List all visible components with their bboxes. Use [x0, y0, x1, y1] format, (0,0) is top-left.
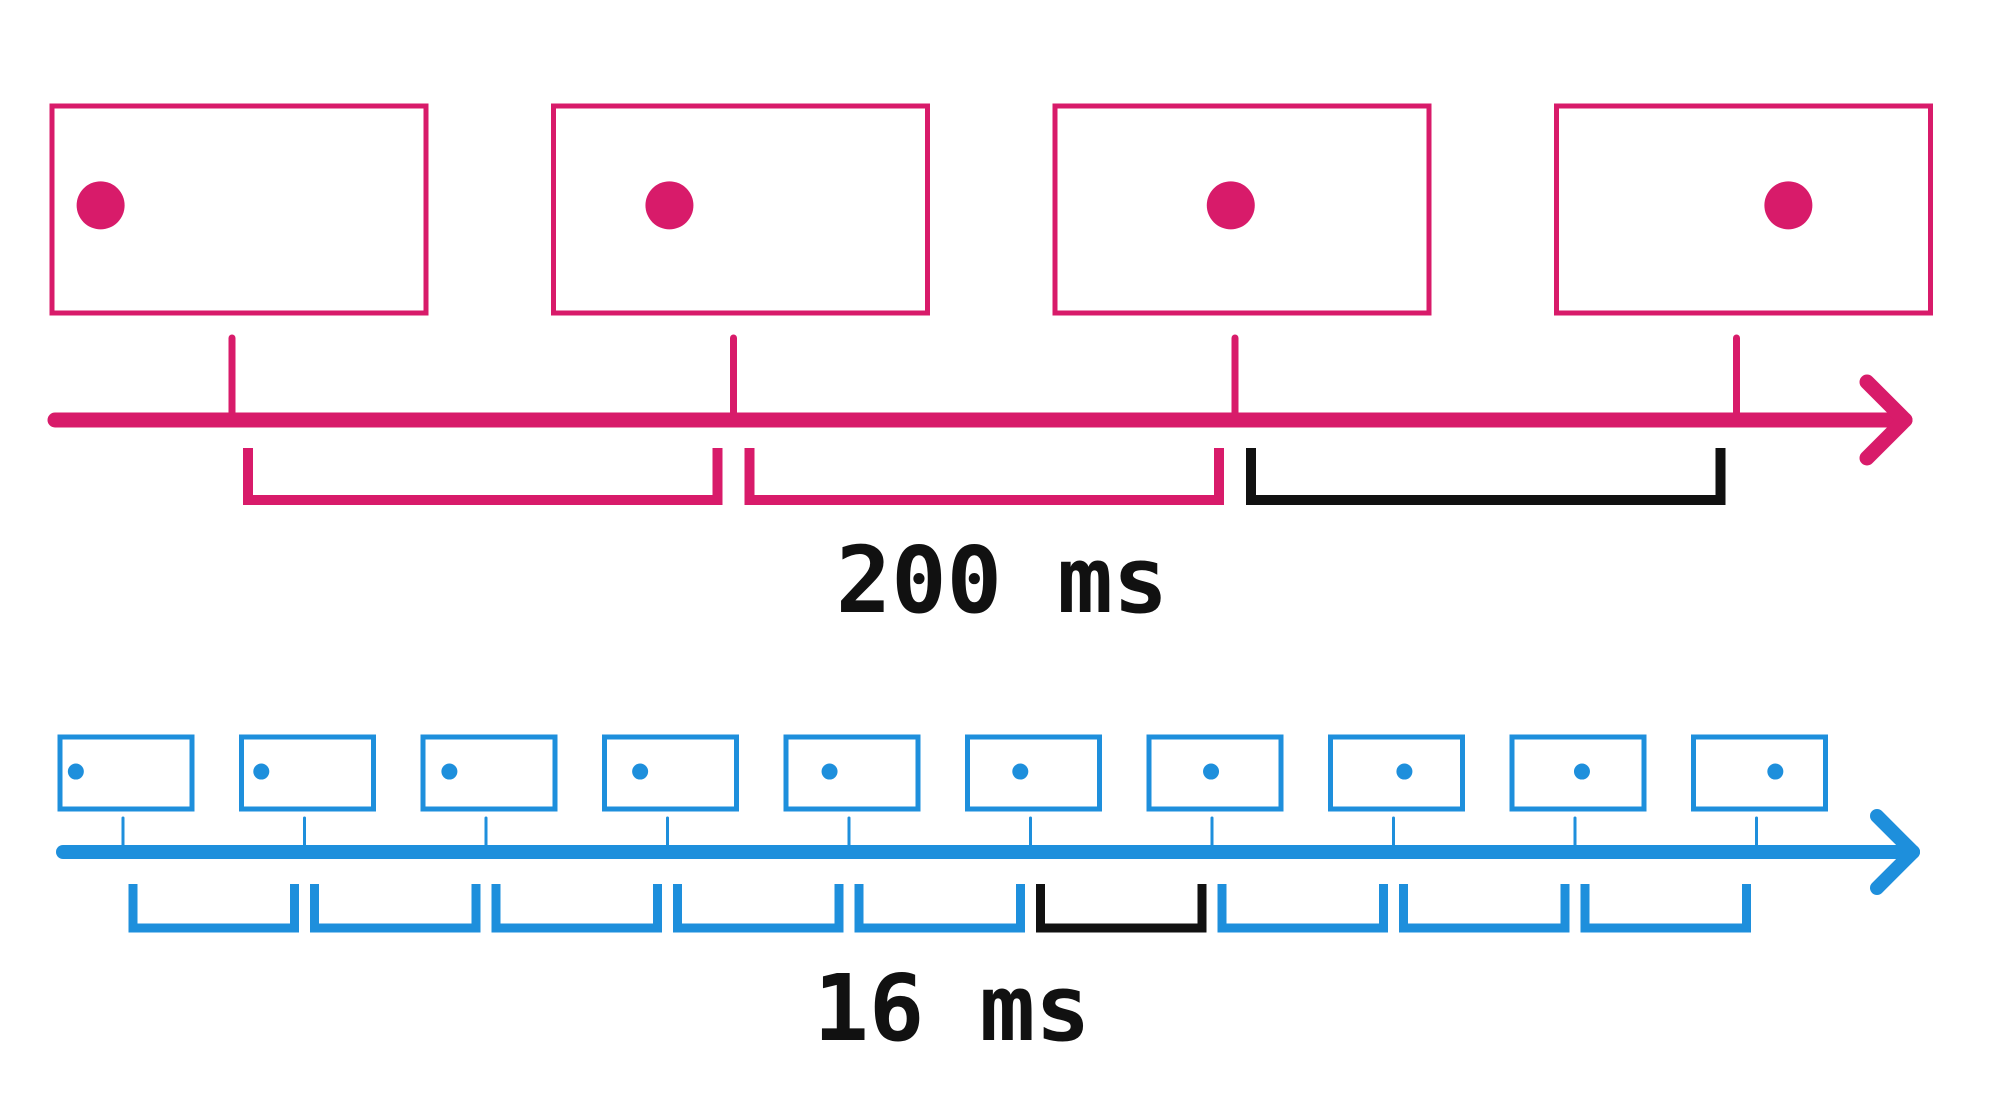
fast-frame: [965, 734, 1102, 812]
fast-frame: [1509, 734, 1647, 812]
fast-dot: [441, 763, 458, 780]
fast-frame: [57, 734, 195, 812]
fast-dot: [821, 763, 838, 780]
slow-interval-bracket: [243, 448, 723, 505]
fast-interval-label: 16 ms: [814, 955, 1091, 1062]
fast-interval-bracket: [673, 884, 844, 933]
fast-dot: [253, 763, 270, 780]
fast-interval-bracket: [491, 884, 662, 933]
slow-dot: [1206, 181, 1255, 230]
fast-frame: [420, 734, 558, 812]
slow-arrow-head: [1859, 374, 1913, 466]
fast-frame: [1146, 734, 1284, 812]
slow-frame: [551, 103, 930, 316]
fast-dot: [632, 763, 649, 780]
slow-interval-bracket-highlighted: [1246, 448, 1726, 505]
fast-frame: [1328, 734, 1465, 812]
fast-frame: [602, 734, 739, 812]
fast-timeline: [56, 734, 1920, 933]
fast-frame: [1691, 734, 1828, 812]
slow-frame: [49, 103, 429, 316]
slow-dot: [76, 181, 125, 230]
fast-interval-bracket: [854, 884, 1025, 933]
fast-dot: [1573, 763, 1590, 780]
fast-frame: [239, 734, 376, 812]
slow-dot: [645, 181, 694, 230]
fast-dot: [1767, 763, 1784, 780]
fast-arrow-head: [1870, 809, 1920, 895]
fast-interval-bracket: [310, 884, 481, 933]
fast-dot: [67, 763, 84, 780]
fast-interval-bracket: [128, 884, 299, 933]
slow-interval-bracket: [744, 448, 1224, 505]
slow-interval-label: 200 ms: [836, 527, 1168, 634]
fast-dot: [1396, 763, 1413, 780]
fast-interval-bracket: [1217, 884, 1388, 933]
fast-interval-bracket-highlighted: [1036, 884, 1207, 933]
fast-interval-bracket: [1399, 884, 1570, 933]
slow-frame: [1052, 103, 1432, 316]
fast-interval-bracket: [1580, 884, 1751, 933]
fast-dot: [1012, 763, 1029, 780]
slow-frame: [1554, 103, 1933, 316]
slow-dot: [1764, 181, 1813, 230]
slow-timeline: [47, 103, 1933, 505]
fast-frame: [783, 734, 921, 812]
fast-dot: [1203, 763, 1220, 780]
